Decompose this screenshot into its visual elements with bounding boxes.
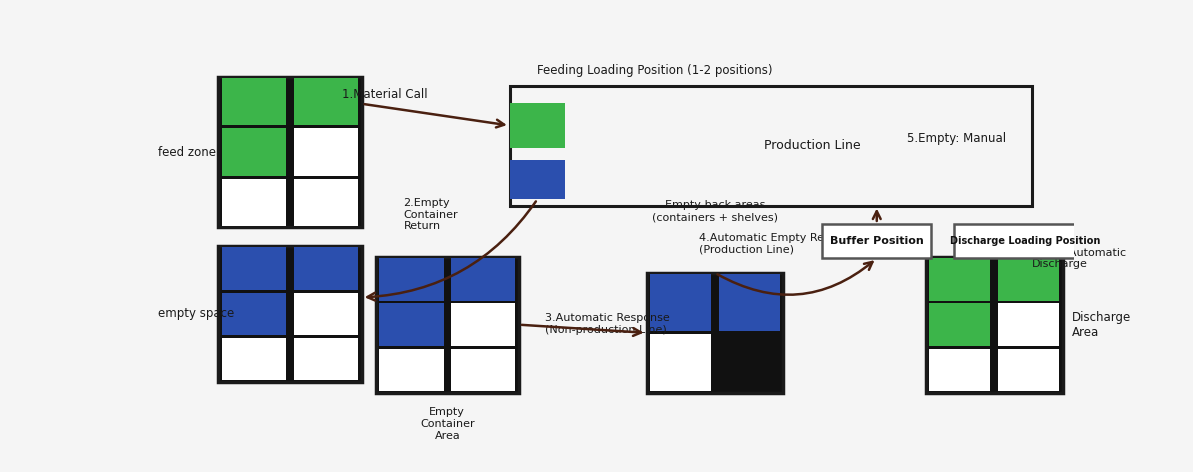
- Bar: [647, 273, 784, 393]
- Text: Empty-back areas
(containers + shelves): Empty-back areas (containers + shelves): [651, 201, 778, 222]
- Text: Empty
Container
Area: Empty Container Area: [420, 407, 475, 440]
- Bar: [379, 258, 444, 301]
- Bar: [509, 103, 565, 148]
- Text: 6.Full: Automatic
Discharge: 6.Full: Automatic Discharge: [1032, 247, 1126, 269]
- Bar: [650, 274, 711, 331]
- Bar: [293, 247, 358, 290]
- Bar: [293, 128, 358, 176]
- Bar: [222, 247, 286, 290]
- Bar: [293, 78, 358, 126]
- Bar: [218, 76, 361, 228]
- Text: empty space: empty space: [159, 307, 235, 320]
- Text: 3.Automatic Response
(Non-production Line): 3.Automatic Response (Non-production Lin…: [545, 313, 669, 335]
- Bar: [822, 224, 932, 258]
- Bar: [379, 303, 444, 346]
- Bar: [451, 303, 515, 346]
- Bar: [929, 349, 990, 391]
- Text: Feeding Loading Position (1-2 positions): Feeding Loading Position (1-2 positions): [537, 64, 773, 76]
- Bar: [997, 258, 1059, 301]
- Text: 1.Material Call: 1.Material Call: [342, 88, 428, 101]
- Bar: [650, 334, 711, 391]
- Bar: [926, 257, 1063, 393]
- Bar: [929, 258, 990, 301]
- Bar: [997, 349, 1059, 391]
- Bar: [222, 338, 286, 380]
- Text: Buffer Position: Buffer Position: [830, 236, 923, 246]
- Bar: [929, 303, 990, 346]
- Text: 4.Automatic Empty Return
(Production Line): 4.Automatic Empty Return (Production Lin…: [699, 233, 847, 254]
- Text: Discharge Loading Position: Discharge Loading Position: [950, 236, 1100, 246]
- Text: feed zone: feed zone: [159, 145, 216, 159]
- Bar: [451, 258, 515, 301]
- Bar: [222, 128, 286, 176]
- Bar: [509, 86, 1032, 206]
- Bar: [293, 178, 358, 226]
- Text: 2.Empty
Container
Return: 2.Empty Container Return: [403, 198, 458, 231]
- Text: Discharge
Area: Discharge Area: [1071, 311, 1131, 339]
- Bar: [222, 78, 286, 126]
- Bar: [379, 349, 444, 391]
- Bar: [222, 178, 286, 226]
- Bar: [451, 349, 515, 391]
- Bar: [222, 293, 286, 335]
- Bar: [509, 160, 565, 199]
- Bar: [953, 224, 1096, 258]
- Bar: [293, 338, 358, 380]
- Bar: [293, 293, 358, 335]
- Bar: [718, 274, 780, 331]
- Text: 5.Empty: Manual: 5.Empty: Manual: [907, 132, 1007, 145]
- Bar: [218, 245, 361, 382]
- Bar: [997, 303, 1059, 346]
- Bar: [376, 257, 519, 393]
- Text: Production Line: Production Line: [765, 139, 861, 152]
